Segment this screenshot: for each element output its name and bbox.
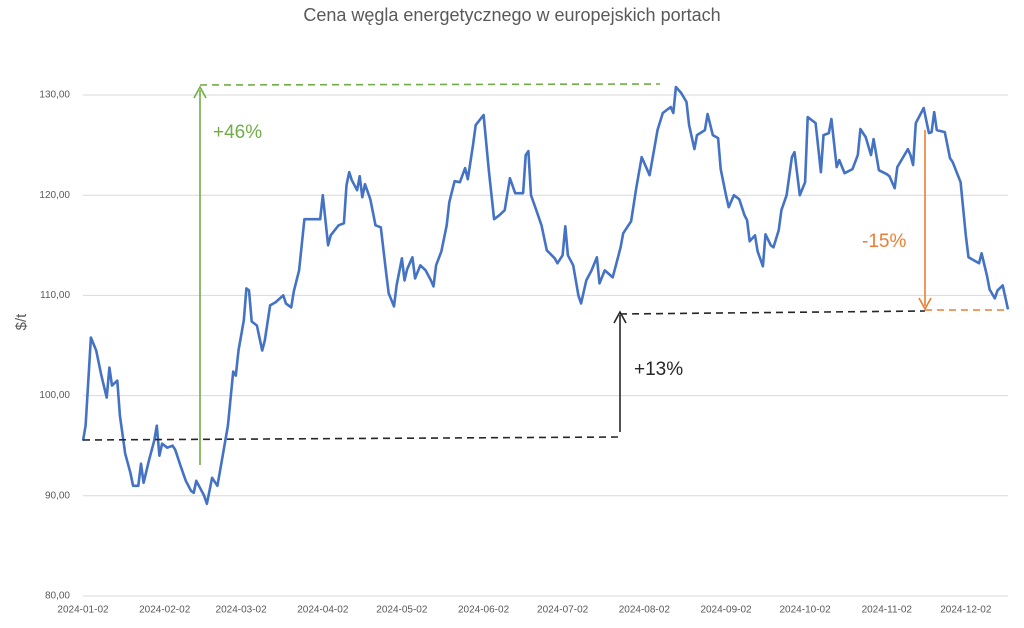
x-tick-label: 2024-08-02: [619, 605, 671, 616]
x-tick-label: 2024-10-02: [780, 605, 832, 616]
y-axis-title: $/t: [13, 313, 30, 331]
y-tick-label: 120,00: [39, 190, 70, 201]
peak-dash: [199, 83, 661, 86]
annotation: +13%: [634, 359, 683, 380]
annotation: -15%: [862, 231, 906, 252]
low-dash: [619, 310, 926, 315]
y-tick-label: 90,00: [45, 490, 70, 501]
x-tick-label: 2024-04-02: [297, 605, 349, 616]
x-tick-label: 2024-02-02: [139, 605, 191, 616]
rise2-arrowhead: [613, 310, 627, 324]
x-tick-label: 2024-09-02: [700, 605, 752, 616]
x-tick-label: 2024-06-02: [458, 605, 510, 616]
x-tick-label: 2024-07-02: [537, 605, 589, 616]
baseline-dash: [82, 436, 621, 441]
x-tick-label: 2024-05-02: [376, 605, 428, 616]
axes: 80,00 90,00 100,00 110,00 120,00 130,00 2024-0…: [39, 90, 1008, 616]
fall-arrowhead: [918, 297, 932, 311]
x-tick-label: 2024-03-02: [216, 605, 268, 616]
y-tick-label: 80,00: [45, 591, 70, 602]
x-tick-label: 2024-12-02: [940, 605, 992, 616]
x-tick-label: 2024-11-02: [862, 605, 913, 616]
y-tick-label: 110,00: [40, 290, 70, 301]
x-tick-label: 2024-01-02: [57, 605, 109, 616]
data-line: [81, 85, 1010, 506]
y-tick-label: 130,00: [39, 90, 70, 101]
annotation: +46%: [213, 122, 262, 143]
chart-title: Cena węgla energetycznego w europejskich…: [303, 5, 720, 25]
rise-arrowhead: [193, 85, 207, 99]
annotation-shapes: [82, 83, 1005, 465]
y-tick-label: 100,00: [39, 390, 70, 401]
